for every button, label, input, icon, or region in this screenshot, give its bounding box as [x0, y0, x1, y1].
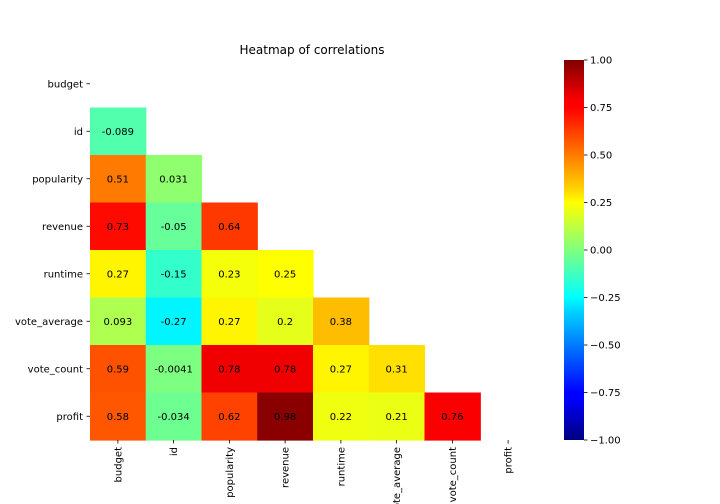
cell-value-label: 0.21	[385, 412, 407, 423]
heatmap-cells: -0.089 0.51 0.031 0.73 -0.05 0.64 0.27 -0.15 0.2…	[90, 107, 481, 441]
heatmap-cell	[145, 202, 203, 251]
heatmap-cell	[90, 250, 147, 299]
y-tick-label: runtime	[44, 269, 83, 280]
y-tick-label: budget	[48, 79, 84, 90]
heatmap-cell	[257, 250, 314, 299]
heatmap-cell	[201, 202, 258, 251]
cell-value-label: 0.59	[107, 364, 129, 375]
x-tick-label: id	[169, 447, 180, 456]
x-tick-label: profit	[504, 447, 515, 474]
heatmap-cell	[90, 107, 147, 156]
colorbar-tick-label: 1.00	[590, 56, 612, 67]
cell-value-label: 0.23	[218, 269, 240, 280]
heatmap-cell	[201, 345, 258, 394]
chart-title: Heatmap of correlations	[240, 43, 385, 57]
heatmap-cell	[145, 155, 203, 204]
x-tick-label: budget	[113, 447, 124, 483]
y-tick-label: profit	[56, 412, 83, 423]
heatmap-cell	[90, 297, 147, 346]
cell-value-label: -0.034	[158, 412, 190, 423]
cell-value-label: 0.031	[159, 174, 188, 185]
heatmap-cell	[201, 392, 258, 441]
colorbar-gradient	[564, 60, 584, 440]
x-tick-label: vote_count	[448, 447, 459, 502]
colorbar-tick-label: −0.50	[590, 341, 621, 352]
y-tick-label: revenue	[42, 222, 83, 233]
heatmap-cell	[313, 297, 370, 346]
cell-value-label: 0.22	[330, 412, 352, 423]
heatmap-cell	[90, 392, 147, 441]
colorbar-tick-label: 0.25	[590, 198, 612, 209]
y-axis: budget id popularity revenue runtime vote_ave…	[15, 79, 90, 423]
heatmap-cell	[145, 392, 203, 441]
cell-value-label: 0.62	[218, 412, 240, 423]
cell-value-label: 0.73	[107, 222, 129, 233]
cell-value-label: 0.58	[107, 412, 129, 423]
cell-value-label: 0.27	[107, 269, 129, 280]
heatmap-cell	[368, 345, 426, 394]
cell-value-label: 0.27	[330, 364, 352, 375]
y-tick-label: id	[74, 127, 83, 138]
y-tick-label: popularity	[32, 174, 83, 185]
y-tick-label: vote_count	[28, 364, 83, 375]
cell-value-label: 0.27	[218, 317, 240, 328]
colorbar-ticks: 1.00 0.75 0.50 0.25 0.00 −0.25 −0.50 −0.75 −1.00	[584, 56, 621, 447]
cell-value-label: 0.98	[274, 412, 296, 423]
x-tick-label: runtime	[336, 447, 347, 486]
heatmap-cell	[257, 345, 314, 394]
cell-value-label: 0.64	[218, 222, 240, 233]
cell-value-label: 0.093	[104, 317, 133, 328]
heatmap-cell	[201, 297, 258, 346]
heatmap-cell	[145, 250, 203, 299]
cell-value-label: 0.2	[277, 317, 293, 328]
heatmap-cell	[145, 297, 203, 346]
heatmap-cell	[257, 392, 314, 441]
heatmap-cell	[257, 297, 314, 346]
x-axis: budget id popularity revenue runtime vote_ave…	[113, 440, 515, 504]
colorbar-tick-label: 0.00	[590, 246, 612, 257]
cell-value-label: 0.78	[274, 364, 296, 375]
cell-value-label: 0.76	[441, 412, 463, 423]
x-tick-label: revenue	[281, 447, 292, 488]
colorbar-tick-label: −0.75	[590, 388, 621, 399]
heatmap-cell	[424, 392, 481, 441]
cell-value-label: -0.15	[161, 269, 187, 280]
cell-value-label: -0.089	[102, 127, 134, 138]
x-tick-label: vote_average	[392, 447, 403, 504]
cell-value-label: 0.31	[385, 364, 407, 375]
cell-value-label: 0.25	[274, 269, 296, 280]
cell-value-label: -0.05	[161, 222, 187, 233]
cell-value-label: 0.51	[107, 174, 129, 185]
heatmap-cell	[313, 345, 370, 394]
heatmap-cell	[313, 392, 370, 441]
colorbar-tick-label: −0.25	[590, 293, 621, 304]
y-tick-label: vote_average	[15, 317, 83, 328]
heatmap-cell	[90, 155, 147, 204]
heatmap-cell	[145, 345, 203, 394]
colorbar: 1.00 0.75 0.50 0.25 0.00 −0.25 −0.50 −0.75 −1.00	[564, 56, 621, 447]
cell-value-label: -0.0041	[154, 364, 193, 375]
x-tick-label: popularity	[225, 447, 236, 498]
cell-value-label: 0.38	[330, 317, 352, 328]
cell-value-label: 0.78	[218, 364, 240, 375]
heatmap-cell	[368, 392, 426, 441]
heatmap-cell	[201, 250, 258, 299]
colorbar-tick-label: 0.50	[590, 151, 612, 162]
cell-value-label: -0.27	[161, 317, 187, 328]
colorbar-tick-label: −1.00	[590, 436, 621, 447]
heatmap-cell	[90, 345, 147, 394]
heatmap-cell	[90, 202, 147, 251]
colorbar-tick-label: 0.75	[590, 103, 612, 114]
